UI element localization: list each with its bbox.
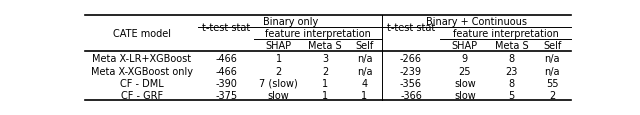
Text: 9: 9 xyxy=(461,54,468,63)
Text: 8: 8 xyxy=(508,78,515,88)
Text: Meta X-XGBoost only: Meta X-XGBoost only xyxy=(91,66,193,76)
Text: n/a: n/a xyxy=(545,54,560,63)
Text: t-test stat: t-test stat xyxy=(387,23,435,33)
Text: 55: 55 xyxy=(546,78,558,88)
Text: CATE model: CATE model xyxy=(113,29,171,39)
Text: feature interpretation: feature interpretation xyxy=(452,29,559,39)
Text: slow: slow xyxy=(454,90,476,100)
Text: SHAP: SHAP xyxy=(452,41,478,51)
Text: 1: 1 xyxy=(362,90,367,100)
Text: 2: 2 xyxy=(549,90,556,100)
Text: Binary only: Binary only xyxy=(262,17,318,27)
Text: Binary + Continuous: Binary + Continuous xyxy=(426,17,527,27)
Text: CF - DML: CF - DML xyxy=(120,78,164,88)
Text: 2: 2 xyxy=(322,66,328,76)
Text: feature interpretation: feature interpretation xyxy=(265,29,371,39)
Text: 7 (slow): 7 (slow) xyxy=(259,78,298,88)
Text: t-test stat: t-test stat xyxy=(202,23,250,33)
Text: slow: slow xyxy=(268,90,289,100)
Text: -466: -466 xyxy=(215,54,237,63)
Text: -390: -390 xyxy=(215,78,237,88)
Text: -239: -239 xyxy=(400,66,422,76)
Text: -266: -266 xyxy=(400,54,422,63)
Text: slow: slow xyxy=(454,78,476,88)
Text: 25: 25 xyxy=(458,66,471,76)
Text: Meta S: Meta S xyxy=(495,41,528,51)
Text: n/a: n/a xyxy=(356,66,372,76)
Text: n/a: n/a xyxy=(545,66,560,76)
Text: 5: 5 xyxy=(508,90,515,100)
Text: 8: 8 xyxy=(508,54,515,63)
Text: Meta X-LR+XGBoost: Meta X-LR+XGBoost xyxy=(92,54,191,63)
Text: -356: -356 xyxy=(400,78,422,88)
Text: 23: 23 xyxy=(505,66,518,76)
Text: 3: 3 xyxy=(322,54,328,63)
Text: Self: Self xyxy=(543,41,561,51)
Text: SHAP: SHAP xyxy=(266,41,292,51)
Text: 1: 1 xyxy=(275,54,282,63)
Text: CF - GRF: CF - GRF xyxy=(121,90,163,100)
Text: 4: 4 xyxy=(362,78,367,88)
Text: -366: -366 xyxy=(400,90,422,100)
Text: n/a: n/a xyxy=(356,54,372,63)
Text: -375: -375 xyxy=(215,90,237,100)
Text: Meta S: Meta S xyxy=(308,41,342,51)
Text: 1: 1 xyxy=(322,90,328,100)
Text: 1: 1 xyxy=(322,78,328,88)
Text: 2: 2 xyxy=(275,66,282,76)
Text: Self: Self xyxy=(355,41,374,51)
Text: -466: -466 xyxy=(215,66,237,76)
